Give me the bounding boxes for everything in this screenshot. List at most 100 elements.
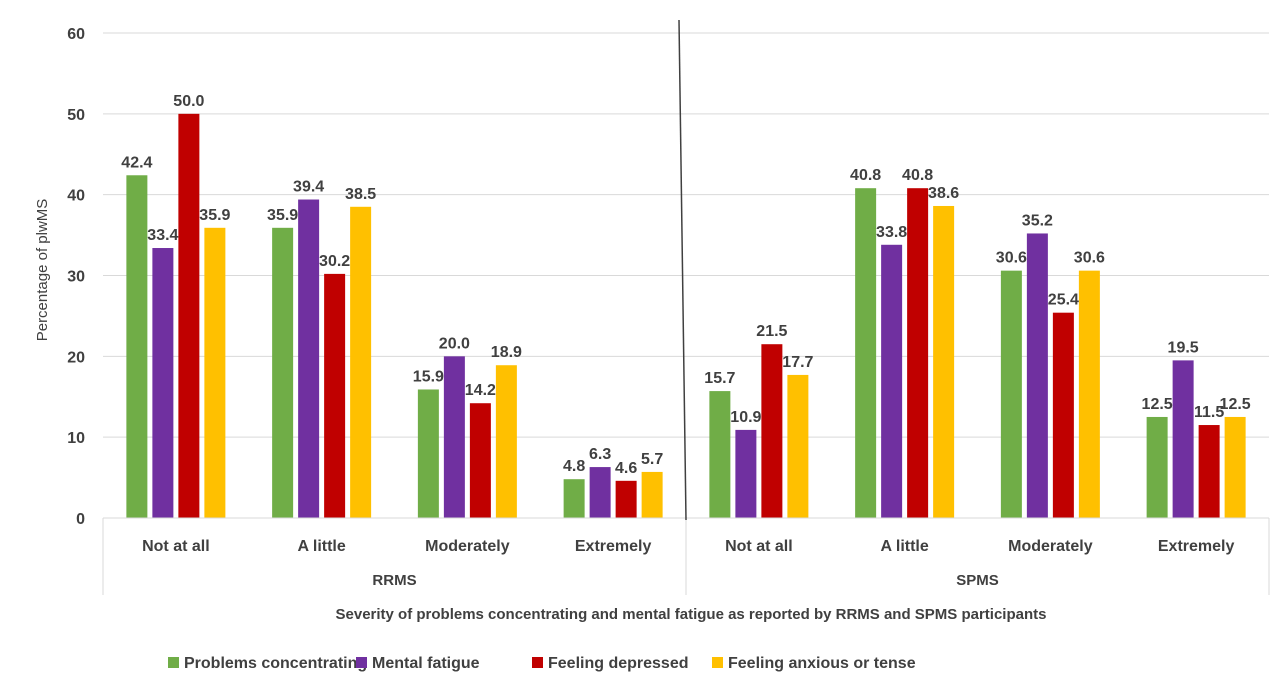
bar [1198, 425, 1220, 518]
bar [933, 205, 955, 518]
bar [1224, 416, 1246, 518]
y-tick-label: 0 [76, 511, 85, 528]
x-tick-label: Not at all [725, 538, 793, 555]
group-label: SPMS [956, 572, 999, 589]
data-label: 10.9 [730, 409, 761, 426]
y-tick-label: 10 [67, 430, 85, 447]
data-label: 15.7 [704, 370, 735, 387]
data-label: 39.4 [293, 179, 324, 196]
legend-swatch [712, 657, 723, 668]
group-label: RRMS [372, 572, 416, 589]
data-label: 35.9 [267, 207, 298, 224]
data-label: 18.9 [491, 344, 522, 361]
bar [495, 365, 517, 518]
data-label: 20.0 [439, 335, 470, 352]
data-label: 42.4 [121, 154, 152, 171]
data-label: 35.2 [1022, 212, 1053, 229]
y-tick-label: 20 [67, 349, 85, 366]
legend-swatch [168, 657, 179, 668]
bar [855, 188, 877, 518]
x-tick-label: Extremely [575, 538, 652, 555]
data-label: 30.6 [1074, 250, 1105, 267]
legend-label: Problems concentrating [184, 655, 367, 672]
bar [1146, 416, 1168, 518]
bar [735, 429, 757, 518]
x-axis: Not at all A little Moderately Extremely RRM… [102, 19, 1270, 595]
bar [709, 391, 731, 518]
bar [907, 188, 929, 518]
data-label: 11.5 [1194, 404, 1224, 421]
data-label: 4.8 [563, 458, 585, 475]
x-tick-label: Not at all [142, 538, 210, 555]
legend: Problems concentrating Mental fatigue Feel… [168, 655, 916, 672]
bar [1000, 270, 1022, 518]
data-label: 30.6 [996, 250, 1027, 267]
bar [178, 113, 200, 518]
data-label: 12.5 [1142, 396, 1173, 413]
bar [641, 471, 663, 518]
bar [615, 480, 637, 518]
legend-swatch [532, 657, 543, 668]
x-tick-label: Moderately [425, 538, 510, 555]
legend-label: Feeling depressed [548, 655, 689, 672]
data-label: 21.5 [756, 323, 787, 340]
bar [1078, 270, 1100, 518]
x-tick-label: A little [880, 538, 928, 555]
data-label: 40.8 [850, 167, 881, 184]
bar [350, 206, 372, 518]
bar [298, 199, 320, 518]
bar [881, 244, 903, 519]
y-tick-label: 30 [67, 269, 85, 286]
x-axis-label: Severity of problems concentrating and m… [336, 606, 1047, 623]
data-label: 38.5 [345, 186, 376, 203]
data-label: 38.6 [928, 185, 959, 202]
gridlines [103, 32, 1269, 438]
data-label: 5.7 [641, 451, 663, 468]
legend-label: Feeling anxious or tense [728, 655, 916, 672]
bar [204, 227, 226, 518]
data-label: 33.4 [147, 227, 178, 244]
data-label: 33.8 [876, 224, 907, 241]
group-divider-line [678, 19, 687, 521]
data-labels: 42.4 33.4 50.0 35.9 35.9 39.4 30.2 38.5 15.9 20.0… [121, 93, 1250, 477]
bar [589, 467, 611, 518]
x-tick-label: Moderately [1008, 538, 1093, 555]
legend-item: Feeling depressed [532, 655, 689, 672]
legend-item: Problems concentrating [168, 655, 367, 672]
data-label: 17.7 [782, 354, 813, 371]
data-label: 12.5 [1220, 396, 1251, 413]
data-label: 6.3 [589, 446, 611, 463]
data-label: 15.9 [413, 368, 444, 385]
bar [443, 356, 465, 518]
data-label: 14.2 [465, 382, 496, 399]
data-label: 35.9 [199, 207, 230, 224]
bars [126, 113, 1246, 519]
legend-item: Feeling anxious or tense [712, 655, 916, 672]
bar [324, 273, 346, 518]
bar [1052, 312, 1074, 518]
data-label: 19.5 [1168, 339, 1199, 356]
x-tick-label: A little [297, 538, 345, 555]
bar [761, 344, 783, 518]
bar [1172, 360, 1194, 518]
x-tick-label: Extremely [1158, 538, 1235, 555]
data-label: 40.8 [902, 167, 933, 184]
bar [152, 248, 174, 518]
data-label: 4.6 [615, 460, 637, 477]
bar [272, 227, 294, 518]
y-tick-label: 40 [67, 188, 85, 205]
bar [1026, 233, 1048, 518]
bar [787, 374, 809, 518]
legend-item: Mental fatigue [356, 655, 480, 672]
y-tick-label: 50 [67, 107, 85, 124]
bar [126, 175, 148, 518]
y-axis-label: Percentage of plwMS [34, 199, 51, 342]
y-tick-label: 60 [67, 26, 85, 43]
data-label: 25.4 [1048, 292, 1079, 309]
data-label: 50.0 [173, 93, 204, 110]
bar [417, 389, 439, 518]
legend-label: Mental fatigue [372, 655, 480, 672]
bar [563, 479, 585, 518]
legend-swatch [356, 657, 367, 668]
